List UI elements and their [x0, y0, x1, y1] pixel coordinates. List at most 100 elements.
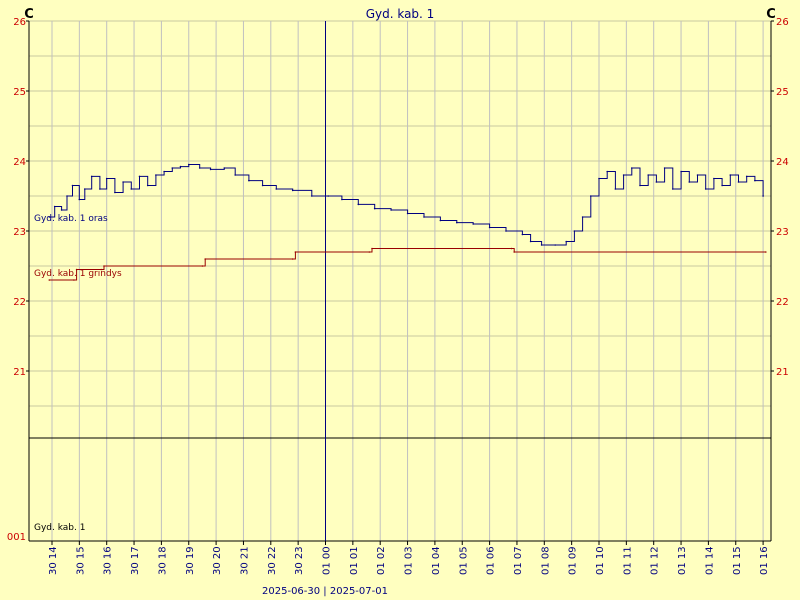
data-point: [146, 184, 149, 187]
x-tick-label: 01 13: [677, 546, 688, 575]
data-point: [179, 165, 182, 168]
data-point: [311, 195, 313, 197]
x-tick-label: 01 10: [595, 546, 606, 575]
data-point: [590, 195, 592, 197]
y-tick-label-left: 22: [13, 297, 26, 308]
data-point: [188, 163, 190, 166]
data-point: [78, 198, 81, 201]
data-point: [73, 279, 75, 281]
data-point: [406, 212, 409, 215]
data-point: [204, 258, 206, 260]
data-point: [745, 175, 748, 178]
data-point: [261, 184, 264, 187]
data-point: [327, 195, 330, 197]
data-point: [513, 251, 515, 253]
data-point: [163, 170, 165, 173]
x-tick-label: 01 03: [404, 546, 415, 575]
x-tick-label: 01 05: [458, 546, 469, 575]
data-point: [439, 219, 442, 222]
series-label: Gyd. kab. 1 grindys: [34, 269, 122, 279]
x-tick-label: 01 04: [431, 546, 442, 575]
data-point: [60, 209, 63, 211]
x-tick-label: 30 17: [130, 546, 141, 575]
data-point: [598, 177, 600, 180]
data-point: [696, 174, 699, 176]
x-tick-label: 30 23: [294, 546, 305, 575]
data-point: [423, 216, 425, 218]
data-point: [672, 188, 674, 190]
y-tick-label-left: 24: [13, 157, 26, 168]
data-point: [688, 181, 691, 183]
data-point: [341, 198, 343, 201]
data-point: [554, 244, 556, 246]
data-point: [680, 170, 682, 173]
series-1: [48, 163, 764, 246]
grid: [29, 20, 771, 541]
y-tick-label-right: 23: [776, 227, 789, 238]
data-point: [275, 188, 278, 190]
data-point: [201, 265, 204, 267]
data-point: [704, 188, 707, 190]
x-tick-label: 01 16: [759, 546, 770, 575]
data-point: [248, 179, 250, 182]
data-point: [48, 216, 51, 218]
data-point: [529, 240, 532, 243]
series-line: [49, 248, 766, 281]
series-layer: [48, 163, 767, 281]
lower-panel-label: Gyd. kab. 1: [34, 523, 85, 533]
data-point: [647, 174, 649, 176]
data-point: [234, 174, 236, 176]
data-point: [754, 179, 756, 182]
data-point: [84, 188, 86, 190]
data-point: [488, 226, 491, 229]
data-point: [138, 175, 141, 178]
x-tick-label: 01 02: [376, 546, 387, 575]
data-point: [209, 168, 212, 171]
data-point: [737, 181, 740, 183]
data-point: [729, 174, 732, 176]
data-point: [721, 184, 723, 187]
data-point: [105, 177, 108, 180]
series-label: Gyd. kab. 1 oras: [34, 214, 108, 224]
y-tick-label-right: 26: [776, 17, 789, 28]
y-tick-label-left: 23: [13, 227, 26, 238]
y-tick-label-right: 21: [776, 367, 789, 378]
data-point: [114, 191, 116, 194]
data-point: [223, 167, 226, 169]
x-tick-label: 01 08: [540, 546, 551, 575]
data-point: [472, 223, 475, 225]
data-point: [103, 265, 105, 267]
data-point: [456, 221, 458, 224]
y-tick-label-left: 25: [13, 87, 26, 98]
data-point: [357, 203, 360, 206]
data-point: [122, 181, 124, 183]
x-tick-label: 01 07: [513, 546, 524, 575]
x-tick-label: 30 15: [75, 546, 86, 575]
lower-panel-tick: 001: [7, 532, 26, 543]
x-tick-label: 01 06: [486, 546, 497, 575]
x-tick-label: 01 00: [322, 546, 333, 575]
data-point: [99, 188, 101, 190]
data-point: [505, 230, 507, 232]
series-line: [49, 164, 764, 246]
x-tick-label: 01 09: [568, 546, 579, 575]
data-point: [291, 189, 294, 192]
x-tick-label: 01 15: [732, 546, 743, 575]
data-point: [573, 230, 576, 232]
x-tick-label: 30 21: [239, 546, 250, 575]
data-point: [294, 251, 297, 253]
x-tick-label: 01 01: [349, 546, 360, 575]
data-point: [75, 268, 78, 271]
y-tick-label-right: 25: [776, 87, 789, 98]
data-point: [622, 174, 625, 176]
data-point: [765, 251, 767, 253]
y-tick-label-left: 26: [13, 17, 26, 28]
data-point: [540, 244, 543, 246]
chart-title: Gyd. kab. 1: [366, 7, 435, 21]
y-tick-label-right: 22: [776, 297, 789, 308]
data-point: [663, 167, 666, 169]
data-point: [631, 167, 633, 169]
data-point: [291, 258, 294, 260]
